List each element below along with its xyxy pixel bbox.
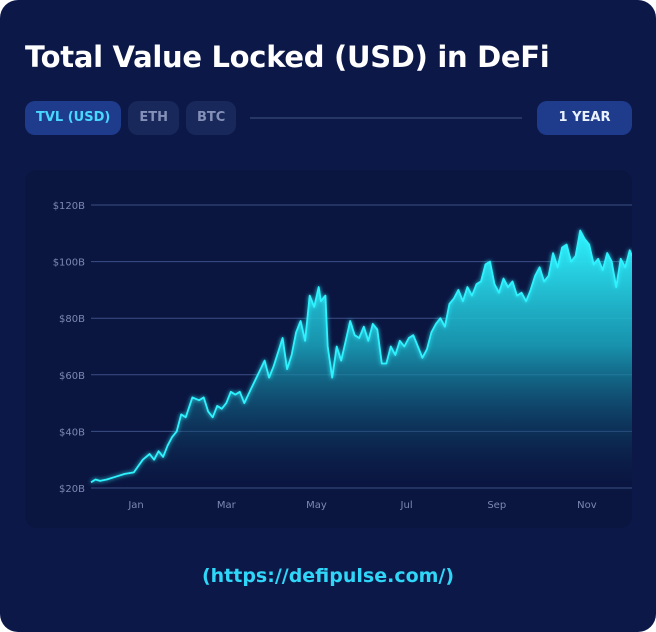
- currency-tabs: TVL (USD) ETH BTC: [25, 101, 237, 135]
- tab-tvl-usd[interactable]: TVL (USD): [25, 101, 122, 135]
- y-tick-label: $40B: [59, 427, 85, 438]
- y-tick-label: $80B: [59, 314, 85, 325]
- x-tick-label: Jul: [400, 500, 413, 511]
- x-tick-label: Nov: [577, 500, 597, 511]
- tab-btc[interactable]: BTC: [185, 101, 237, 135]
- x-tick-label: Mar: [217, 500, 237, 511]
- tvl-area-chart: $20B $40B $60B $80B $100B $120B Jan Mar May Jul Se…: [53, 201, 632, 511]
- divider: [250, 117, 522, 119]
- tvl-area-fill: [91, 230, 632, 488]
- y-tick-label: $60B: [59, 371, 85, 382]
- tvl-series-line: [90, 229, 632, 484]
- x-tick-label: Sep: [487, 500, 506, 511]
- chart-panel: $20B $40B $60B $80B $100B $120B Jan Mar May Jul Se…: [25, 170, 632, 528]
- y-tick-label: $120B: [53, 201, 85, 212]
- tab-eth[interactable]: ETH: [128, 101, 179, 135]
- page-title: Total Value Locked (USD) in DeFi: [25, 40, 550, 74]
- range-1-year-button[interactable]: 1 YEAR: [537, 101, 632, 135]
- y-tick-label: $100B: [53, 258, 85, 269]
- y-tick-label: $20B: [59, 484, 85, 495]
- source-link[interactable]: (https://defipulse.com/): [201, 565, 455, 587]
- x-tick-label: Jan: [127, 500, 143, 511]
- x-tick-label: May: [306, 500, 327, 511]
